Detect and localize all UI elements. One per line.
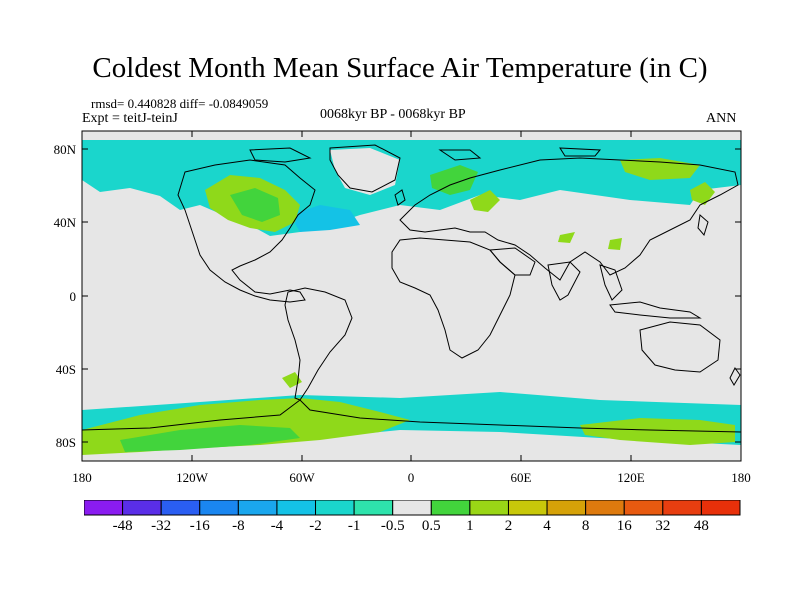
stats-text: rmsd= 0.440828 diff= -0.0849059 <box>91 96 269 111</box>
colorbar-swatch <box>623 500 664 516</box>
experiment-text: Expt = teitJ-teinJ <box>82 111 178 126</box>
lat-label-80s: 80S <box>56 435 76 450</box>
north-america-outline <box>177 159 316 303</box>
east-antarctica-green-region <box>580 418 735 445</box>
lon-label-180w: 180 <box>72 470 92 485</box>
new-zealand-outline <box>729 367 741 386</box>
colorbar-swatch <box>507 500 548 516</box>
colorbar-swatch <box>392 500 432 516</box>
colorbar-label: 4 <box>543 518 551 534</box>
colorbar-swatch <box>237 500 278 516</box>
colorbar-swatch <box>276 500 317 516</box>
colorbar-label: 32 <box>655 518 671 534</box>
lat-label-80n: 80N <box>54 142 77 157</box>
colorbar-label: -4 <box>270 518 284 534</box>
lat-label-0: 0 <box>70 289 77 304</box>
lon-label-0: 0 <box>408 470 415 485</box>
indonesia-outline <box>609 301 702 319</box>
colorbar-label: -8 <box>232 518 245 534</box>
small-green-patch-2 <box>608 238 622 250</box>
lat-ticks <box>82 148 741 443</box>
europe-asia-outline <box>399 157 739 281</box>
greenland-region <box>330 148 400 195</box>
colorbar-swatch <box>353 500 394 516</box>
colorbar-label: 0.5 <box>421 518 441 534</box>
japan-outline <box>697 214 709 237</box>
cyan-patch-north-atlantic <box>290 205 360 232</box>
north-america-dark-green-core <box>230 188 280 222</box>
colorbar-label: 16 <box>616 518 632 534</box>
lat-label-40n: 40N <box>54 215 77 230</box>
colorbar-label: 8 <box>581 518 590 534</box>
arabia-outline <box>488 247 536 276</box>
colorbar-swatch <box>199 500 239 516</box>
lat-label-40s: 40S <box>56 362 76 377</box>
australia-outline <box>639 321 721 373</box>
antarctica-yellow-green-core <box>120 425 300 452</box>
colorbar-swatch <box>700 500 741 516</box>
colorbar-label: -0.5 <box>380 518 405 534</box>
colorbar-label: 2 <box>504 518 513 534</box>
small-green-patch-1 <box>558 232 575 243</box>
colorbar <box>84 500 741 516</box>
chart-title: Coldest Month Mean Surface Air Temperatu… <box>92 52 708 84</box>
colorbar-label: 48 <box>693 518 709 534</box>
colorbar-swatch <box>469 500 509 516</box>
colorbar-label: -48 <box>112 518 133 534</box>
india-outline <box>547 261 581 301</box>
lon-label-180e: 180 <box>731 470 751 485</box>
continent-outlines <box>81 144 742 433</box>
southeast-asia-outline <box>599 264 623 301</box>
colorbar-swatch <box>315 500 355 516</box>
colorbar-label: -16 <box>189 518 210 534</box>
colorbar-swatch <box>585 500 625 516</box>
lon-label-120w: 120W <box>176 470 209 485</box>
central-asia-green-patch <box>470 190 500 212</box>
lon-label-60e: 60E <box>511 470 532 485</box>
colorbar-label: -1 <box>347 518 361 534</box>
scandinavia-green-patch <box>430 165 478 195</box>
colorbar-label: 1 <box>466 518 474 534</box>
greenland-outline <box>329 144 401 193</box>
season-text: ANN <box>706 111 737 126</box>
east-asia-green-patch <box>690 182 715 205</box>
uk-outline <box>394 189 406 206</box>
colorbar-swatch <box>122 500 162 516</box>
arctic-islands-outline <box>249 147 602 163</box>
colorbar-swatch <box>662 500 702 516</box>
period-text: 0068kyr BP - 0068kyr BP <box>320 107 466 122</box>
lon-label-120e: 120E <box>617 470 645 485</box>
south-america-outline <box>284 287 353 401</box>
colorbar-swatch <box>546 500 587 516</box>
africa-outline <box>391 237 516 359</box>
lon-ticks <box>81 131 632 461</box>
colorbar-swatch <box>84 500 124 516</box>
colorbar-label: -32 <box>151 518 172 534</box>
colorbar-swatch <box>160 500 201 516</box>
colorbar-swatch <box>430 500 471 516</box>
lon-label-60w: 60W <box>289 470 315 485</box>
antarctica-outline <box>81 399 742 433</box>
colorbar-label: -2 <box>309 518 322 534</box>
